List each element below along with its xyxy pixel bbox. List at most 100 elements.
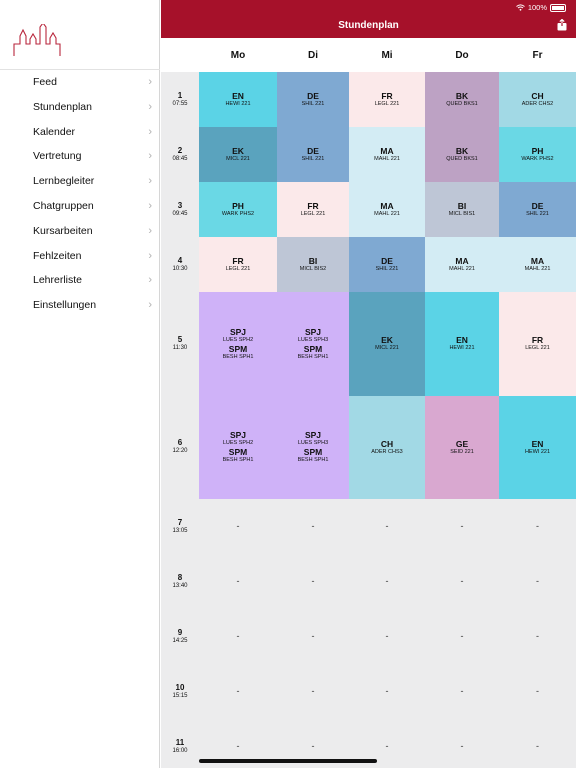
empty-slot: - — [311, 630, 315, 641]
lesson-room: LEGL 221 — [374, 101, 400, 107]
sidebar-item-label: Chatgruppen — [33, 199, 94, 212]
lesson-cell[interactable]: CH ADER CHS3 — [349, 395, 425, 499]
empty-slot: - — [460, 740, 464, 751]
period-number: 9 — [177, 627, 183, 637]
sidebar-item-stundenplan[interactable]: Stundenplan › — [0, 95, 160, 120]
home-icon — [10, 75, 24, 89]
lesson-cell[interactable]: BI MICL BIS1 — [425, 182, 499, 237]
period-number: 8 — [177, 572, 183, 582]
lesson-room: LUES SPH2 — [222, 336, 254, 343]
lesson-room: MAHL 221 — [374, 156, 400, 162]
sidebar-divider — [0, 69, 160, 70]
empty-slot: - — [311, 520, 315, 531]
lesson-cell[interactable]: DE SHIL 221 — [277, 127, 349, 182]
lesson-cell[interactable]: EN HEWI 221 — [425, 292, 499, 396]
lesson-cell[interactable]: PH WARK PHS2 — [199, 182, 277, 237]
sidebar-item-label: Kursarbeiten — [33, 224, 93, 237]
period-label: 6 12:20 — [161, 438, 199, 454]
lesson-subject: SPJ — [229, 430, 247, 441]
sidebar-item-label: Lernbegleiter — [33, 175, 95, 188]
lesson-cell[interactable]: FR LEGL 221 — [349, 72, 425, 127]
lesson-room: QUED BKS1 — [446, 101, 478, 107]
lesson-cell[interactable]: SPJ LUES SPH3 SPM BESH SPH1 — [277, 395, 349, 499]
lesson-room: HEWI 221 — [449, 345, 475, 352]
sidebar-item-lernbegleiter[interactable]: Lernbegleiter › — [0, 169, 160, 194]
lesson-cell[interactable]: GE SEID 221 — [425, 395, 499, 499]
empty-slot: - — [236, 740, 240, 751]
lesson-cell[interactable]: MA MAHL 221 — [425, 237, 499, 292]
empty-slot: - — [385, 685, 389, 696]
sidebar-item-fehlzeiten[interactable]: Fehlzeiten › — [0, 244, 160, 269]
lesson-cell[interactable]: EN HEWI 221 — [499, 395, 576, 499]
period-label: 5 11:30 — [161, 335, 199, 351]
period-label: 1 07:55 — [161, 91, 199, 107]
lesson-subject: FR — [531, 335, 544, 346]
lesson-cell[interactable]: BK QUED BKS1 — [425, 127, 499, 182]
lesson-cell[interactable]: FR LEGL 221 — [499, 292, 576, 396]
lesson-subject: DE — [307, 91, 319, 101]
period-number: 10 — [175, 682, 185, 692]
chevron-right-icon: › — [148, 175, 152, 188]
lesson-cell[interactable]: MA MAHL 221 — [349, 127, 425, 182]
lesson-cell[interactable]: DE SHIL 221 — [499, 182, 576, 237]
lesson-subject: CH — [531, 91, 544, 101]
sidebar-item-label: Einstellungen — [33, 299, 97, 312]
sidebar-item-kursarbeiten[interactable]: Kursarbeiten › — [0, 219, 160, 244]
lesson-subject: MA — [380, 146, 394, 156]
weekday-di: Di — [308, 50, 318, 61]
sidebar-item-label: Stundenplan — [33, 100, 92, 113]
period-time: 10:30 — [172, 265, 188, 272]
period-label: 11 16:00 — [161, 738, 199, 754]
sidebar-item-feed[interactable]: Feed › — [0, 70, 160, 95]
chevron-right-icon: › — [148, 224, 152, 237]
period-label: 4 10:30 — [161, 256, 199, 272]
lesson-cell[interactable]: EN HEWI 221 — [199, 72, 277, 127]
weekday-do: Do — [455, 50, 469, 61]
period-time: 13:40 — [172, 582, 188, 589]
empty-slot: - — [460, 575, 464, 586]
empty-slot: - — [536, 575, 539, 586]
sidebar: Feed › Stundenplan › Kalender › Vertretung › Ler… — [0, 0, 160, 768]
lesson-cell[interactable]: SPJ LUES SPH2 SPM BESH SPH1 — [199, 395, 277, 499]
home-indicator[interactable] — [199, 759, 377, 763]
lesson-cell[interactable]: SPJ LUES SPH3 SPM BESH SPH1 — [277, 292, 349, 396]
lesson-cell[interactable]: DE SHIL 221 — [277, 72, 349, 127]
empty-slot: - — [311, 685, 315, 696]
info-circle-icon — [10, 249, 24, 263]
lesson-cell[interactable]: BI MICL BIS2 — [277, 237, 349, 292]
lesson-cell[interactable]: SPJ LUES SPH2 SPM BESH SPH1 — [199, 292, 277, 396]
sidebar-item-lehrerliste[interactable]: Lehrerliste › — [0, 268, 160, 293]
period-number: 7 — [177, 517, 183, 527]
empty-slot: - — [385, 740, 389, 751]
lesson-room: LEGL 221 — [225, 266, 251, 272]
lesson-cell[interactable]: EK MICL 221 — [349, 292, 425, 396]
lesson-cell[interactable]: BK QUED BKS1 — [425, 72, 499, 127]
lesson-cell[interactable]: MA MAHL 221 — [499, 237, 576, 292]
lesson-subject: PH — [531, 146, 544, 156]
lesson-cell[interactable]: FR LEGL 221 — [199, 237, 277, 292]
lesson-cell[interactable]: DE SHIL 221 — [349, 237, 425, 292]
lesson-room: WARK PHS2 — [221, 211, 255, 217]
weekday-fr: Fr — [532, 50, 543, 61]
lesson-room: SEID 221 — [450, 448, 474, 455]
lesson-cell[interactable]: MA MAHL 221 — [349, 182, 425, 237]
lesson-cell[interactable]: EK MICL 221 — [199, 127, 277, 182]
sidebar-item-einstellungen[interactable]: Einstellungen › — [0, 293, 160, 318]
lesson-room: ADER CHS3 — [371, 448, 403, 455]
lesson-subject: SPM — [228, 447, 248, 458]
lesson-cell[interactable]: PH WARK PHS2 — [499, 127, 576, 182]
battery-percentage: 100% — [527, 3, 547, 12]
lesson-cell[interactable]: FR LEGL 221 — [277, 182, 349, 237]
sidebar-item-label: Lehrerliste — [33, 274, 83, 287]
sidebar-item-chatgruppen[interactable]: Chatgruppen › — [0, 194, 160, 219]
share-button[interactable] — [556, 19, 568, 31]
lesson-room: LUES SPH3 — [297, 440, 329, 447]
period-label: 10 15:15 — [161, 683, 199, 699]
lesson-subject: MA — [455, 256, 469, 266]
sidebar-item-vertretung[interactable]: Vertretung › — [0, 144, 160, 169]
status-bar: 100% — [515, 3, 566, 12]
lesson-cell[interactable]: CH ADER CHS2 — [499, 72, 576, 127]
lesson-room: SHIL 221 — [375, 266, 399, 272]
lesson-subject: GE — [455, 438, 469, 449]
sidebar-item-kalender[interactable]: Kalender › — [0, 120, 160, 145]
